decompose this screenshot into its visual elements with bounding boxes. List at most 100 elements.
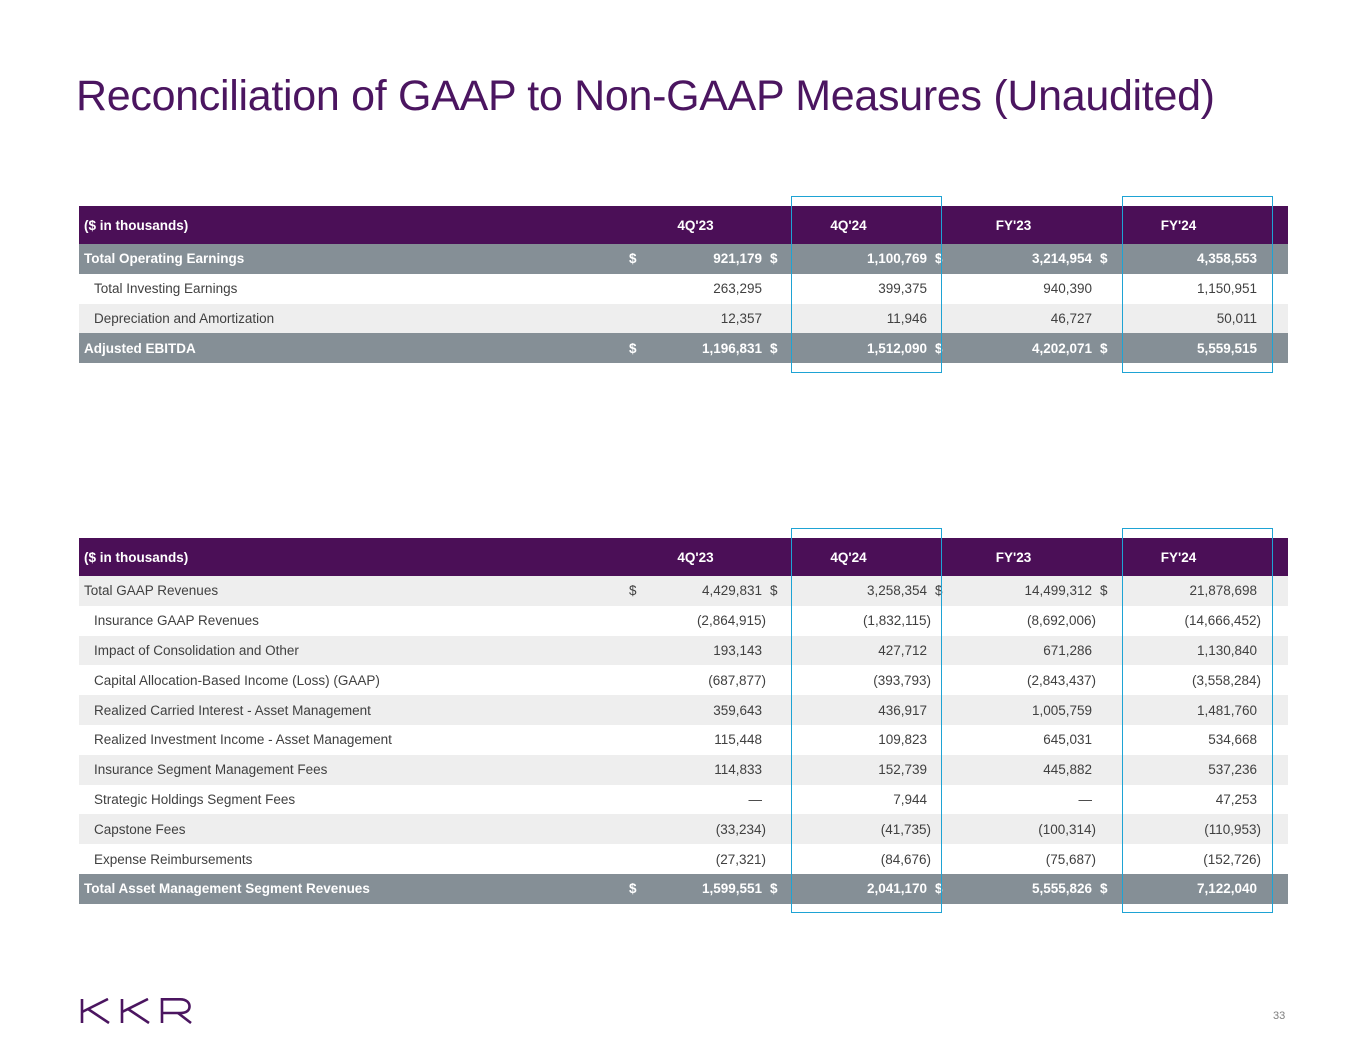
cell-value: 11,946 (784, 303, 931, 334)
dollar-sign (931, 814, 949, 845)
cell-value: (2,843,437) (949, 665, 1097, 696)
row-label: Total Investing Earnings (79, 273, 625, 304)
dollar-sign (1096, 695, 1115, 725)
total-row: Total Asset Management Segment Revenues $… (79, 873, 1289, 904)
table-row: Depreciation and Amortization 12,357 11,94… (79, 303, 1289, 334)
column-header: FY'23 (931, 206, 1097, 244)
dollar-sign (766, 814, 784, 845)
dollar-sign (625, 695, 639, 725)
dollar-sign (931, 605, 949, 636)
dollar-sign: $ (625, 244, 639, 274)
cell-value: 940,390 (949, 273, 1097, 304)
column-header: 4Q'24 (766, 538, 931, 576)
dollar-sign: $ (931, 576, 949, 606)
kkr-logo (80, 997, 194, 1029)
row-label: Impact of Consolidation and Other (79, 635, 625, 666)
dollar-sign (766, 844, 784, 874)
cell-value: 4,429,831 (639, 576, 766, 606)
dollar-sign (1096, 844, 1115, 874)
row-label: Strategic Holdings Segment Fees (79, 784, 625, 815)
cell-value: 109,823 (784, 724, 931, 755)
dollar-sign (766, 273, 784, 304)
dollar-sign (625, 273, 639, 304)
table-row: Insurance GAAP Revenues (2,864,915) (1,832… (79, 605, 1289, 636)
cell-value: 671,286 (949, 635, 1097, 666)
dollar-sign (1096, 273, 1115, 304)
table-row: Realized Carried Interest - Asset Manage… (79, 695, 1289, 725)
dollar-sign (931, 695, 949, 725)
cell-value: 12,357 (639, 303, 766, 334)
cell-value: 21,878,698 (1114, 576, 1262, 606)
cell-value: (152,726) (1114, 844, 1262, 874)
cell-value: 436,917 (784, 695, 931, 725)
dollar-sign (931, 724, 949, 755)
table-row: Capstone Fees (33,234) (41,735) (100,314) (1… (79, 814, 1289, 845)
cell-value: 193,143 (639, 635, 766, 666)
dollar-sign (766, 605, 784, 636)
row-label: Adjusted EBITDA (79, 333, 625, 364)
dollar-sign (766, 665, 784, 696)
cell-value: 2,041,170 (784, 873, 931, 904)
cell-value: (75,687) (949, 844, 1097, 874)
dollar-sign (625, 724, 639, 755)
cell-value: 5,559,515 (1114, 333, 1262, 364)
row-label: Capital Allocation-Based Income (Loss) (… (79, 665, 625, 696)
table-row: Capital Allocation-Based Income (Loss) (… (79, 665, 1289, 696)
cell-value: 4,358,553 (1114, 244, 1262, 274)
cell-value: 1,130,840 (1114, 635, 1262, 666)
cell-value: 1,100,769 (784, 244, 931, 274)
cell-value: 152,739 (784, 754, 931, 785)
row-label: Realized Carried Interest - Asset Manage… (79, 695, 625, 725)
table-row: Total GAAP Revenues $4,429,831 $3,258,354 $… (79, 576, 1289, 606)
dollar-sign (1096, 814, 1115, 845)
cell-value: — (639, 784, 766, 815)
dollar-sign (931, 273, 949, 304)
table-row: Expense Reimbursements (27,321) (84,676) (7… (79, 844, 1289, 874)
cell-value: (100,314) (949, 814, 1097, 845)
dollar-sign (625, 814, 639, 845)
dollar-sign: $ (1096, 244, 1115, 274)
dollar-sign (625, 303, 639, 334)
dollar-sign (625, 665, 639, 696)
cell-value: 921,179 (639, 244, 766, 274)
header-row: ($ in thousands) 4Q'23 4Q'24 FY'23 FY'24 (79, 538, 1289, 576)
cell-value: 399,375 (784, 273, 931, 304)
cell-value: 114,833 (639, 754, 766, 785)
dollar-sign: $ (766, 244, 784, 274)
dollar-sign: $ (1096, 576, 1115, 606)
dollar-sign: $ (766, 576, 784, 606)
dollar-sign: $ (625, 576, 639, 606)
cell-value: (14,666,452) (1114, 605, 1262, 636)
dollar-sign (766, 784, 784, 815)
row-label: Total Operating Earnings (79, 244, 625, 274)
dollar-sign: $ (625, 873, 639, 904)
cell-value: 1,005,759 (949, 695, 1097, 725)
dollar-sign (625, 844, 639, 874)
dollar-sign (1096, 303, 1115, 334)
column-header: 4Q'24 (766, 206, 931, 244)
cell-value: 5,555,826 (949, 873, 1097, 904)
table-row: Realized Investment Income - Asset Manag… (79, 724, 1289, 755)
cell-value: 1,599,551 (639, 873, 766, 904)
row-label: Total Asset Management Segment Revenues (79, 873, 625, 904)
asset-management-revenues-table: ($ in thousands) 4Q'23 4Q'24 FY'23 FY'24 Tota… (79, 538, 1289, 904)
cell-value: (1,832,115) (784, 605, 931, 636)
dollar-sign (766, 635, 784, 666)
cell-value: (3,558,284) (1114, 665, 1262, 696)
dollar-sign (931, 784, 949, 815)
cell-value: 427,712 (784, 635, 931, 666)
dollar-sign (1096, 724, 1115, 755)
cell-value: 534,668 (1114, 724, 1262, 755)
cell-value: (2,864,915) (639, 605, 766, 636)
cell-value: 7,944 (784, 784, 931, 815)
dollar-sign: $ (931, 873, 949, 904)
dollar-sign (931, 665, 949, 696)
table-row: Impact of Consolidation and Other 193,143… (79, 635, 1289, 666)
cell-value: 263,295 (639, 273, 766, 304)
dollar-sign (931, 635, 949, 666)
dollar-sign (625, 605, 639, 636)
dollar-sign: $ (625, 333, 639, 364)
dollar-sign (625, 784, 639, 815)
row-label: Expense Reimbursements (79, 844, 625, 874)
row-label: Insurance Segment Management Fees (79, 754, 625, 785)
